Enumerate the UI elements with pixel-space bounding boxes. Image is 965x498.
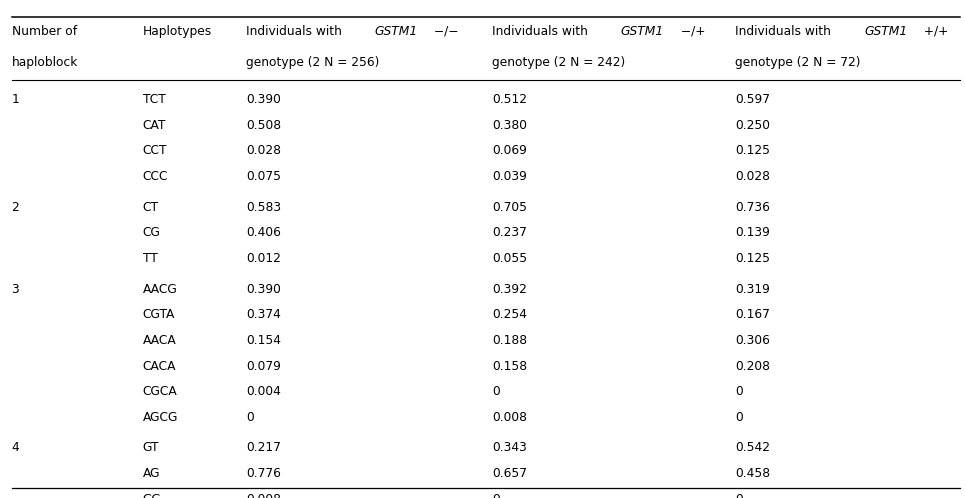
Text: 0: 0 — [735, 385, 743, 398]
Text: 0.390: 0.390 — [246, 282, 281, 296]
Text: GT: GT — [143, 441, 159, 455]
Text: Number of: Number of — [12, 25, 76, 38]
Text: GSTM1: GSTM1 — [620, 25, 664, 38]
Text: 0.512: 0.512 — [492, 93, 527, 106]
Text: Individuals with: Individuals with — [246, 25, 345, 38]
Text: CAT: CAT — [143, 119, 166, 132]
Text: GG: GG — [143, 493, 161, 498]
Text: 0.208: 0.208 — [735, 360, 770, 373]
Text: 0.392: 0.392 — [492, 282, 527, 296]
Text: 0.008: 0.008 — [492, 411, 527, 424]
Text: +/+: +/+ — [920, 25, 948, 38]
Text: 0: 0 — [492, 385, 500, 398]
Text: genotype (2 N = 72): genotype (2 N = 72) — [735, 56, 861, 69]
Text: GSTM1: GSTM1 — [864, 25, 907, 38]
Text: 0.583: 0.583 — [246, 201, 281, 214]
Text: 0.188: 0.188 — [492, 334, 527, 347]
Text: AACA: AACA — [143, 334, 177, 347]
Text: CGTA: CGTA — [143, 308, 176, 321]
Text: 1: 1 — [12, 93, 19, 106]
Text: 0.776: 0.776 — [246, 467, 281, 480]
Text: 0.306: 0.306 — [735, 334, 770, 347]
Text: −/+: −/+ — [676, 25, 704, 38]
Text: 0.012: 0.012 — [246, 252, 281, 265]
Text: GSTM1: GSTM1 — [374, 25, 418, 38]
Text: AG: AG — [143, 467, 160, 480]
Text: 0.125: 0.125 — [735, 252, 770, 265]
Text: 0.508: 0.508 — [246, 119, 281, 132]
Text: 0.657: 0.657 — [492, 467, 527, 480]
Text: CG: CG — [143, 226, 161, 240]
Text: 0.079: 0.079 — [246, 360, 281, 373]
Text: −/−: −/− — [430, 25, 459, 38]
Text: 3: 3 — [12, 282, 19, 296]
Text: CGCA: CGCA — [143, 385, 178, 398]
Text: 0.406: 0.406 — [246, 226, 281, 240]
Text: CACA: CACA — [143, 360, 177, 373]
Text: 0.390: 0.390 — [246, 93, 281, 106]
Text: Individuals with: Individuals with — [492, 25, 592, 38]
Text: 0.319: 0.319 — [735, 282, 770, 296]
Text: 0.028: 0.028 — [735, 170, 770, 183]
Text: TT: TT — [143, 252, 157, 265]
Text: 0.736: 0.736 — [735, 201, 770, 214]
Text: 0.158: 0.158 — [492, 360, 527, 373]
Text: 4: 4 — [12, 441, 19, 455]
Text: 0.154: 0.154 — [246, 334, 281, 347]
Text: genotype (2 N = 256): genotype (2 N = 256) — [246, 56, 379, 69]
Text: 0.343: 0.343 — [492, 441, 527, 455]
Text: 0.075: 0.075 — [246, 170, 281, 183]
Text: 0.705: 0.705 — [492, 201, 527, 214]
Text: 0.008: 0.008 — [246, 493, 281, 498]
Text: AACG: AACG — [143, 282, 178, 296]
Text: 0.125: 0.125 — [735, 144, 770, 157]
Text: 0.055: 0.055 — [492, 252, 527, 265]
Text: AGCG: AGCG — [143, 411, 179, 424]
Text: 0: 0 — [246, 411, 254, 424]
Text: Haplotypes: Haplotypes — [143, 25, 212, 38]
Text: 0.250: 0.250 — [735, 119, 770, 132]
Text: 0.028: 0.028 — [246, 144, 281, 157]
Text: CT: CT — [143, 201, 159, 214]
Text: 0.167: 0.167 — [735, 308, 770, 321]
Text: 0.374: 0.374 — [246, 308, 281, 321]
Text: 0: 0 — [492, 493, 500, 498]
Text: 0.004: 0.004 — [246, 385, 281, 398]
Text: 0.380: 0.380 — [492, 119, 527, 132]
Text: 0: 0 — [735, 493, 743, 498]
Text: 0: 0 — [735, 411, 743, 424]
Text: genotype (2 N = 242): genotype (2 N = 242) — [492, 56, 625, 69]
Text: 0.039: 0.039 — [492, 170, 527, 183]
Text: haploblock: haploblock — [12, 56, 78, 69]
Text: 0.139: 0.139 — [735, 226, 770, 240]
Text: TCT: TCT — [143, 93, 166, 106]
Text: 0.069: 0.069 — [492, 144, 527, 157]
Text: 0.542: 0.542 — [735, 441, 770, 455]
Text: 0.217: 0.217 — [246, 441, 281, 455]
Text: 0.597: 0.597 — [735, 93, 770, 106]
Text: 0.458: 0.458 — [735, 467, 770, 480]
Text: CCT: CCT — [143, 144, 167, 157]
Text: Individuals with: Individuals with — [735, 25, 835, 38]
Text: CCC: CCC — [143, 170, 168, 183]
Text: 2: 2 — [12, 201, 19, 214]
Text: 0.237: 0.237 — [492, 226, 527, 240]
Text: 0.254: 0.254 — [492, 308, 527, 321]
